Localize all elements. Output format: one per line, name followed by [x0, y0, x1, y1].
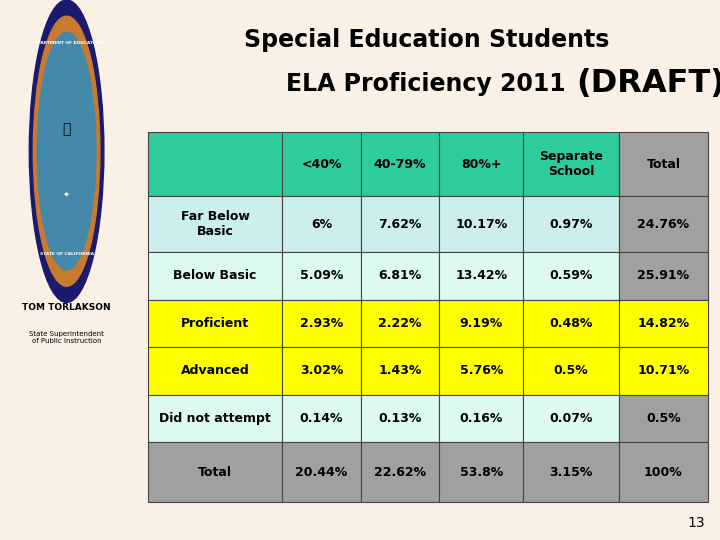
Text: 5.09%: 5.09% — [300, 269, 343, 282]
Text: 1.43%: 1.43% — [378, 364, 422, 377]
Text: Total: Total — [647, 158, 680, 171]
Text: Advanced: Advanced — [181, 364, 250, 377]
FancyBboxPatch shape — [282, 132, 361, 197]
FancyBboxPatch shape — [361, 442, 439, 502]
FancyBboxPatch shape — [439, 132, 523, 197]
Text: 80%+: 80%+ — [461, 158, 502, 171]
FancyBboxPatch shape — [148, 300, 282, 347]
FancyBboxPatch shape — [148, 395, 282, 442]
FancyBboxPatch shape — [361, 132, 439, 197]
Text: 10.17%: 10.17% — [455, 218, 508, 231]
FancyBboxPatch shape — [439, 395, 523, 442]
FancyBboxPatch shape — [439, 442, 523, 502]
Text: Below Basic: Below Basic — [174, 269, 257, 282]
Text: 0.48%: 0.48% — [549, 317, 593, 330]
FancyBboxPatch shape — [361, 347, 439, 395]
Text: 0.5%: 0.5% — [646, 412, 681, 425]
Text: 25.91%: 25.91% — [637, 269, 690, 282]
FancyBboxPatch shape — [148, 442, 282, 502]
Text: 20.44%: 20.44% — [295, 465, 348, 479]
Text: 📚: 📚 — [63, 123, 71, 137]
FancyBboxPatch shape — [523, 300, 618, 347]
Text: 0.14%: 0.14% — [300, 412, 343, 425]
FancyBboxPatch shape — [148, 197, 282, 252]
FancyBboxPatch shape — [148, 132, 282, 197]
Text: 0.16%: 0.16% — [459, 412, 503, 425]
Text: Separate
School: Separate School — [539, 150, 603, 178]
Text: ELA Proficiency 2011 (DRAFT): ELA Proficiency 2011 (DRAFT) — [228, 72, 626, 96]
Text: 3.02%: 3.02% — [300, 364, 343, 377]
Text: 53.8%: 53.8% — [459, 465, 503, 479]
Text: 14.82%: 14.82% — [637, 317, 690, 330]
Circle shape — [37, 32, 96, 270]
FancyBboxPatch shape — [361, 300, 439, 347]
FancyBboxPatch shape — [523, 132, 618, 197]
FancyBboxPatch shape — [618, 442, 708, 502]
Text: STATE OF CALIFORNIA: STATE OF CALIFORNIA — [40, 252, 94, 256]
Text: 6%: 6% — [311, 218, 332, 231]
FancyBboxPatch shape — [618, 132, 708, 197]
FancyBboxPatch shape — [282, 395, 361, 442]
Text: 3.15%: 3.15% — [549, 465, 593, 479]
FancyBboxPatch shape — [523, 197, 618, 252]
FancyBboxPatch shape — [523, 395, 618, 442]
FancyBboxPatch shape — [618, 197, 708, 252]
Circle shape — [30, 0, 104, 302]
FancyBboxPatch shape — [439, 252, 523, 300]
FancyBboxPatch shape — [282, 252, 361, 300]
Text: 2.22%: 2.22% — [378, 317, 422, 330]
FancyBboxPatch shape — [361, 197, 439, 252]
Text: DEPARTMENT OF EDUCATION: DEPARTMENT OF EDUCATION — [31, 41, 102, 45]
Text: 7.62%: 7.62% — [378, 218, 422, 231]
FancyBboxPatch shape — [618, 252, 708, 300]
Text: 2.93%: 2.93% — [300, 317, 343, 330]
Text: (DRAFT): (DRAFT) — [576, 68, 720, 99]
Text: TOM TORLAKSON: TOM TORLAKSON — [22, 303, 111, 312]
Text: 5.76%: 5.76% — [459, 364, 503, 377]
Text: Special Education Students: Special Education Students — [244, 29, 609, 52]
FancyBboxPatch shape — [282, 197, 361, 252]
FancyBboxPatch shape — [618, 347, 708, 395]
FancyBboxPatch shape — [282, 442, 361, 502]
Text: Proficient: Proficient — [181, 317, 249, 330]
FancyBboxPatch shape — [523, 347, 618, 395]
Text: 0.13%: 0.13% — [378, 412, 422, 425]
Text: 40-79%: 40-79% — [374, 158, 426, 171]
FancyBboxPatch shape — [282, 300, 361, 347]
Text: 6.81%: 6.81% — [379, 269, 422, 282]
Text: 13: 13 — [688, 516, 706, 530]
FancyBboxPatch shape — [523, 442, 618, 502]
FancyBboxPatch shape — [523, 252, 618, 300]
Text: Did not attempt: Did not attempt — [159, 412, 271, 425]
Text: 0.5%: 0.5% — [554, 364, 588, 377]
FancyBboxPatch shape — [361, 395, 439, 442]
Text: Total: Total — [198, 465, 232, 479]
FancyBboxPatch shape — [439, 347, 523, 395]
FancyBboxPatch shape — [618, 300, 708, 347]
FancyBboxPatch shape — [282, 347, 361, 395]
Text: 0.59%: 0.59% — [549, 269, 593, 282]
Text: 13.42%: 13.42% — [455, 269, 508, 282]
Text: ELA Proficiency 2011: ELA Proficiency 2011 — [286, 72, 574, 96]
Text: 24.76%: 24.76% — [637, 218, 690, 231]
Text: 100%: 100% — [644, 465, 683, 479]
Text: 22.62%: 22.62% — [374, 465, 426, 479]
Text: Far Below
Basic: Far Below Basic — [181, 210, 250, 238]
Text: State Superintendent
of Public Instruction: State Superintendent of Public Instructi… — [30, 331, 104, 344]
Text: 9.19%: 9.19% — [459, 317, 503, 330]
FancyBboxPatch shape — [618, 395, 708, 442]
FancyBboxPatch shape — [148, 347, 282, 395]
Text: 10.71%: 10.71% — [637, 364, 690, 377]
Text: ✦: ✦ — [63, 190, 70, 199]
Circle shape — [33, 16, 100, 286]
FancyBboxPatch shape — [361, 252, 439, 300]
Text: 0.07%: 0.07% — [549, 412, 593, 425]
FancyBboxPatch shape — [148, 252, 282, 300]
Text: 0.97%: 0.97% — [549, 218, 593, 231]
FancyBboxPatch shape — [439, 300, 523, 347]
Text: <40%: <40% — [302, 158, 342, 171]
FancyBboxPatch shape — [439, 197, 523, 252]
